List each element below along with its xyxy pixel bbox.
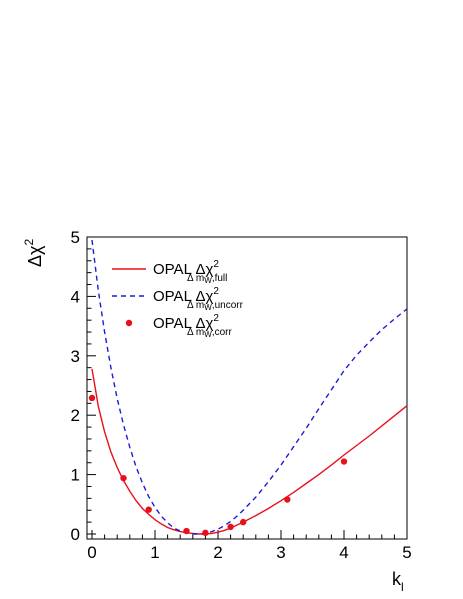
data-point-corr <box>202 529 209 537</box>
x-tick-label: 1 <box>150 543 159 562</box>
legend-item-corr: OPAL Δχ2 Δ mW,corr <box>125 313 232 339</box>
x-axis-label: kl <box>392 569 404 594</box>
legend-item-full: OPAL Δχ2 Δ mW,full <box>112 259 227 285</box>
y-tick-label: 5 <box>71 228 80 247</box>
series-line-uncorr <box>91 239 408 535</box>
series-layer <box>88 239 408 537</box>
x-axis-label-main: k <box>392 569 402 589</box>
x-tick-label: 4 <box>339 543 348 562</box>
data-point-corr <box>120 474 127 482</box>
legend-label-corr: OPAL Δχ2 Δ mW,corr <box>153 313 232 339</box>
y-tick-label: 3 <box>71 347 80 366</box>
x-tick-label: 0 <box>87 543 96 562</box>
legend-swatch-corr <box>125 319 133 327</box>
y-axis-ticks: 0 1 2 3 4 5 <box>71 228 96 544</box>
legend-label-full: OPAL Δχ2 Δ mW,full <box>153 259 227 285</box>
data-point-corr <box>227 523 234 531</box>
legend-item-uncorr: OPAL Δχ2 Δ mW,uncorr <box>112 286 244 312</box>
data-point-corr <box>183 527 190 535</box>
y-axis-label-sup: 2 <box>22 239 36 246</box>
x-tick-label: 2 <box>213 543 222 562</box>
legend: OPAL Δχ2 Δ mW,full OPAL Δχ2 Δ mW,uncorr OP… <box>112 259 244 339</box>
data-point-corr <box>145 506 152 513</box>
legend-label-uncorr: OPAL Δχ2 Δ mW,uncorr <box>153 286 244 312</box>
data-point-corr <box>240 518 247 526</box>
data-point-corr <box>88 394 96 402</box>
y-axis-label-main: Δχ <box>25 245 45 267</box>
x-tick-label: 5 <box>402 543 411 562</box>
y-tick-label: 0 <box>71 525 80 544</box>
y-tick-label: 2 <box>71 406 80 425</box>
series-line-full <box>91 368 408 535</box>
plot-frame <box>86 236 408 540</box>
x-axis-ticks: 0 1 2 3 4 5 <box>87 530 412 562</box>
data-point-corr <box>340 458 348 465</box>
y-tick-label: 4 <box>71 287 80 306</box>
data-point-corr <box>284 496 291 503</box>
x-axis-label-sub: l <box>401 580 404 594</box>
x-tick-label: 3 <box>276 543 285 562</box>
y-tick-label: 1 <box>71 466 80 485</box>
y-axis-label: Δχ2 <box>22 239 45 267</box>
